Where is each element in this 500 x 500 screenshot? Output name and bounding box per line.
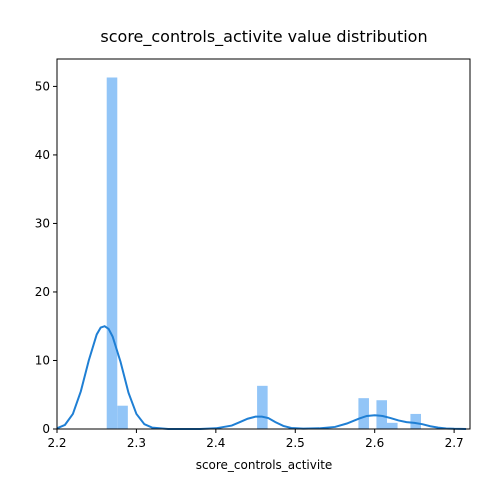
y-tick-label: 10: [35, 353, 50, 367]
histogram-bar: [106, 77, 118, 429]
x-tick-label: 2.7: [445, 436, 464, 450]
x-tick-label: 2.2: [47, 436, 66, 450]
x-axis-label: score_controls_activite: [196, 458, 333, 472]
y-tick-label: 50: [35, 79, 50, 93]
x-tick-label: 2.3: [127, 436, 146, 450]
histogram-bar: [358, 398, 369, 429]
x-tick-label: 2.6: [365, 436, 384, 450]
y-tick-label: 40: [35, 148, 50, 162]
chart-title: score_controls_activite value distributi…: [100, 27, 427, 47]
y-tick-label: 20: [35, 285, 50, 299]
histogram-bar: [117, 405, 128, 429]
x-tick-label: 2.4: [206, 436, 225, 450]
histogram-bars: [106, 77, 421, 429]
x-tick-label: 2.5: [286, 436, 305, 450]
y-axis-ticks: 0 10 20 30 40 50: [35, 79, 57, 436]
y-tick-label: 0: [42, 422, 50, 436]
histogram-bar: [410, 413, 421, 429]
x-axis-ticks: 2.2 2.3 2.4 2.5 2.6 2.7: [47, 429, 464, 450]
kde-curve: [56, 325, 467, 430]
histogram-bar: [257, 385, 268, 429]
histogram-bar: [376, 400, 387, 429]
y-tick-label: 30: [35, 216, 50, 230]
plot-frame: [56, 58, 471, 430]
histogram-bar: [387, 422, 398, 429]
